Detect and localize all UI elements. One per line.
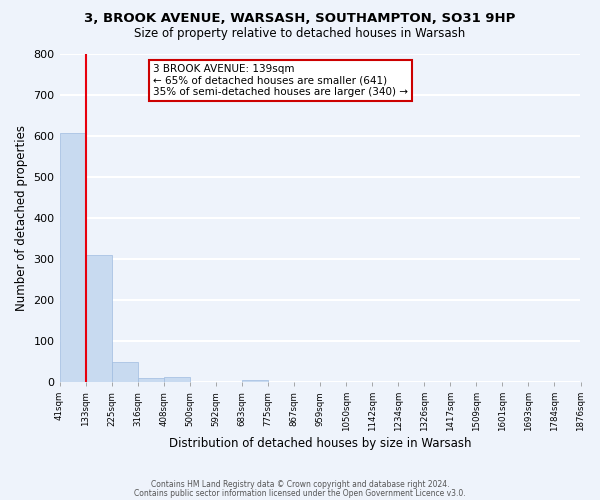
Bar [242, 380, 268, 382]
Text: 3, BROOK AVENUE, WARSASH, SOUTHAMPTON, SO31 9HP: 3, BROOK AVENUE, WARSASH, SOUTHAMPTON, S… [85, 12, 515, 26]
Text: Contains HM Land Registry data © Crown copyright and database right 2024.: Contains HM Land Registry data © Crown c… [151, 480, 449, 489]
Bar [86, 254, 112, 382]
Text: Size of property relative to detached houses in Warsash: Size of property relative to detached ho… [134, 28, 466, 40]
Bar [112, 362, 137, 382]
Text: Contains public sector information licensed under the Open Government Licence v3: Contains public sector information licen… [134, 489, 466, 498]
X-axis label: Distribution of detached houses by size in Warsash: Distribution of detached houses by size … [169, 437, 471, 450]
Y-axis label: Number of detached properties: Number of detached properties [15, 125, 28, 311]
Bar [137, 378, 164, 382]
Text: 3 BROOK AVENUE: 139sqm
← 65% of detached houses are smaller (641)
35% of semi-de: 3 BROOK AVENUE: 139sqm ← 65% of detached… [154, 64, 409, 97]
Bar [59, 133, 86, 382]
Bar [164, 376, 190, 382]
